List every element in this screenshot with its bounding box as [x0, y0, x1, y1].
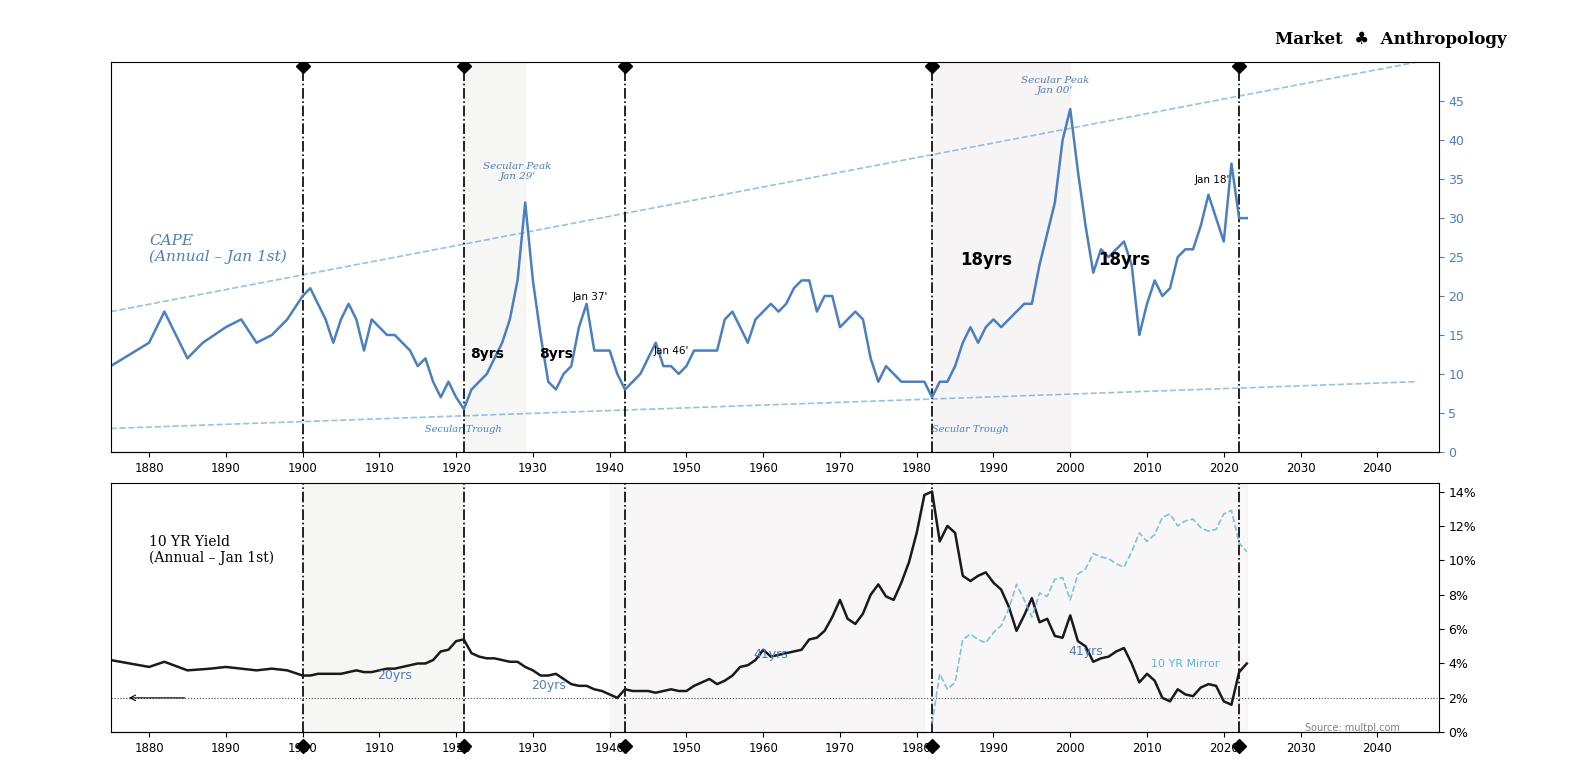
- Text: Secular Peak
Jan 29': Secular Peak Jan 29': [484, 162, 552, 182]
- Text: 41yrs: 41yrs: [1069, 645, 1104, 658]
- Text: 20yrs: 20yrs: [531, 679, 566, 693]
- Text: Source: multpl.com: Source: multpl.com: [1306, 723, 1401, 732]
- Text: 20yrs: 20yrs: [378, 669, 413, 682]
- Bar: [933, 483, 1247, 732]
- Bar: [463, 62, 525, 452]
- Text: 18yrs: 18yrs: [960, 251, 1012, 269]
- Text: 41yrs: 41yrs: [754, 648, 789, 661]
- Text: CAPE
(Annual – Jan 1st): CAPE (Annual – Jan 1st): [149, 234, 286, 264]
- Text: 8yrs: 8yrs: [470, 347, 504, 361]
- Bar: [302, 483, 463, 732]
- Text: 8yrs: 8yrs: [539, 347, 572, 361]
- Text: 10 YR Mirror: 10 YR Mirror: [1151, 659, 1219, 669]
- Text: Secular Trough: Secular Trough: [425, 425, 503, 435]
- Bar: [933, 62, 1070, 452]
- Text: 10 YR Yield
(Annual – Jan 1st): 10 YR Yield (Annual – Jan 1st): [149, 534, 274, 566]
- Bar: [610, 483, 925, 732]
- Text: Jan 18': Jan 18': [1195, 175, 1230, 185]
- Text: Secular Trough: Secular Trough: [933, 425, 1009, 435]
- Text: Market  ♣  Anthropology: Market ♣ Anthropology: [1276, 31, 1507, 48]
- Text: Jan 46': Jan 46': [653, 347, 689, 357]
- Text: Jan 37': Jan 37': [572, 292, 609, 302]
- Text: Secular Peak
Jan 00': Secular Peak Jan 00': [1021, 76, 1089, 96]
- Text: 18yrs: 18yrs: [1097, 251, 1149, 269]
